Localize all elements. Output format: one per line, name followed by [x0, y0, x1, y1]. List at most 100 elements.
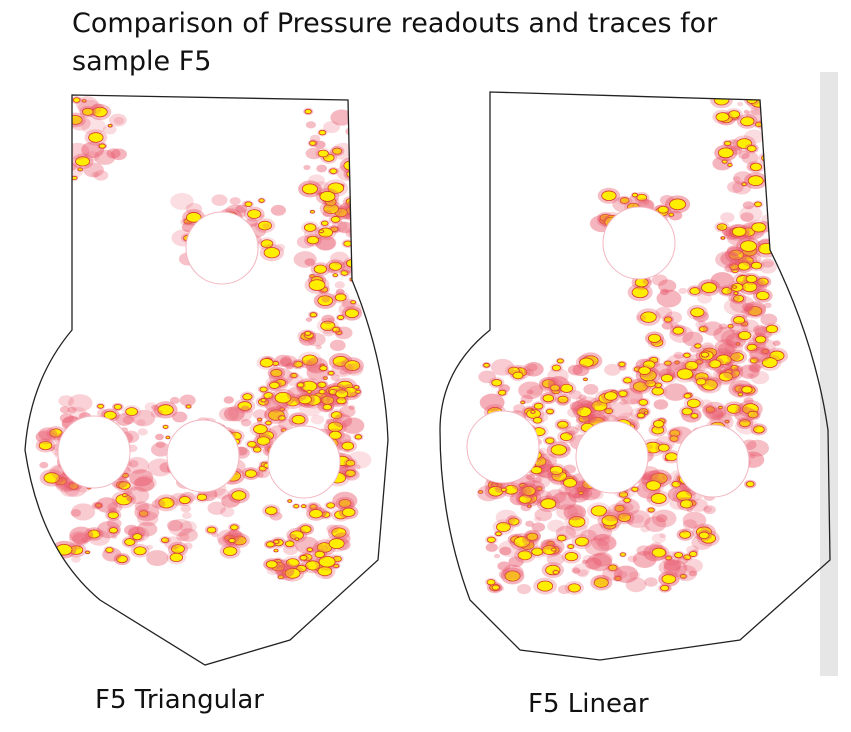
pressure-peak — [330, 411, 343, 420]
pressure-spot — [346, 451, 372, 469]
pressure-spot — [126, 496, 135, 502]
pressure-peak — [568, 516, 586, 528]
pressure-spot — [661, 321, 674, 330]
pressure-spot — [547, 519, 565, 533]
pressure-peak — [308, 279, 326, 291]
pressure-spot — [516, 487, 527, 496]
pressure-spot — [163, 536, 183, 550]
pressure-peak — [619, 197, 630, 204]
pressure-peak — [299, 555, 308, 561]
pressure-spot — [664, 311, 683, 324]
pressure-peak — [165, 435, 171, 440]
pressure-spot — [571, 567, 581, 574]
pressure-spot — [587, 410, 606, 424]
pressure-peak — [695, 378, 707, 386]
pressure-peak — [708, 359, 722, 369]
pressure-spot — [264, 407, 283, 421]
pressure-peak — [718, 371, 733, 382]
pressure-peak — [169, 552, 184, 563]
pressure-peak — [265, 420, 272, 426]
pressure-spot — [321, 296, 331, 303]
pressure-peak — [335, 389, 349, 399]
pressure-peak — [695, 359, 703, 365]
pressure-spot — [608, 402, 633, 420]
pressure-spot — [568, 487, 590, 503]
pressure-peak — [237, 401, 252, 411]
pressure-peak — [483, 362, 490, 368]
pressure-peak — [657, 443, 670, 452]
pressure-spot — [345, 363, 364, 376]
scroll-strip — [820, 72, 838, 676]
pressure-spot — [540, 539, 555, 550]
pressure-peak — [732, 285, 737, 289]
pressure-peak — [651, 547, 667, 558]
pressure-spot — [497, 585, 505, 592]
panel-caption: F5 Linear — [528, 689, 649, 719]
pressure-peak — [344, 360, 361, 371]
pressure-peak — [309, 312, 317, 318]
pressure-peak — [222, 546, 238, 557]
pressure-spot — [639, 407, 647, 413]
pressure-peak — [664, 360, 672, 366]
pressure-peak — [95, 503, 103, 508]
pressure-spot — [551, 491, 577, 510]
pressure-peak — [740, 240, 757, 252]
pressure-spot — [315, 235, 336, 251]
pressure-peak — [690, 413, 699, 419]
pressure-peak — [258, 198, 265, 203]
pressure-spot — [743, 397, 754, 405]
pressure-spot — [539, 376, 563, 394]
pressure-spot — [732, 176, 741, 182]
pressure-spot — [74, 544, 82, 550]
pressure-peak — [179, 496, 191, 505]
pressure-spot — [563, 464, 577, 474]
pressure-spot — [106, 518, 122, 529]
pressure-peak — [745, 274, 758, 283]
pressure-spot — [70, 115, 91, 131]
pressure-spot — [300, 359, 313, 369]
pressure-peak — [107, 124, 113, 128]
pressure-spot — [644, 577, 658, 587]
pressure-spot — [507, 514, 516, 521]
pressure-peak — [290, 372, 298, 379]
pressure-peak — [158, 497, 175, 509]
pressure-peak — [560, 383, 574, 393]
pressure-spot — [734, 406, 756, 423]
pressure-peak — [257, 220, 272, 231]
pressure-spot — [181, 511, 192, 520]
pressure-peak — [576, 406, 592, 417]
pressure-spot — [522, 533, 540, 546]
pressure-peak — [631, 486, 639, 492]
pressure-spot — [761, 258, 775, 268]
pressure-spot — [716, 412, 732, 424]
pressure-spot — [125, 456, 150, 474]
pressure-spot — [180, 504, 192, 513]
pressure-peak — [730, 364, 739, 371]
pressure-peak — [527, 504, 532, 508]
pressure-peak — [304, 108, 312, 115]
pressure-spot — [91, 501, 103, 510]
pressure-peak — [508, 517, 520, 526]
pressure-peak — [567, 544, 575, 549]
holes — [57, 206, 750, 499]
pressure-spot — [741, 302, 754, 312]
pressure-peak — [537, 580, 554, 592]
pressure-peak — [326, 502, 336, 509]
pressure-spot — [134, 501, 150, 512]
pressure-spot — [69, 526, 94, 544]
pressure-spot — [722, 366, 741, 380]
pressure-spot — [653, 399, 669, 410]
pressure-peak — [354, 434, 363, 440]
pressure-spot — [155, 441, 166, 449]
pressure-peak — [530, 410, 536, 414]
pressure-spot — [686, 507, 693, 513]
pressure-peak — [512, 371, 524, 380]
pressure-peak — [318, 389, 326, 395]
pressure-spot — [744, 301, 767, 317]
pressure-peak — [698, 531, 710, 540]
pressure-peak — [731, 226, 747, 237]
pressure-spot — [632, 550, 657, 568]
pressure-peak — [244, 201, 253, 207]
pressure-peak — [679, 530, 692, 539]
pressure-spot — [124, 524, 139, 536]
